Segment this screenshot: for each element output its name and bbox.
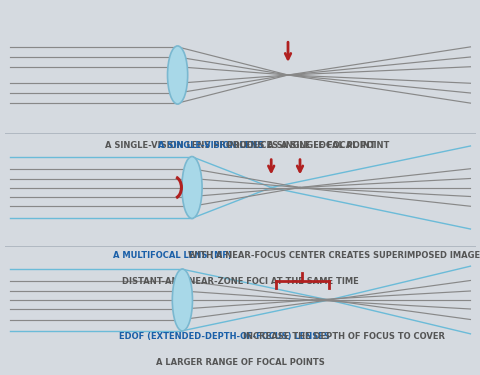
Text: A SINGLE-VISION LENS: A SINGLE-VISION LENS <box>158 141 267 150</box>
Text: WITH A NEAR-FOCUS CENTER CREATES SUPERIMPOSED IMAGES OF: WITH A NEAR-FOCUS CENTER CREATES SUPERIM… <box>188 251 480 260</box>
Text: PRODUCES A SINGLE FOCAL POINT: PRODUCES A SINGLE FOCAL POINT <box>227 141 389 150</box>
Ellipse shape <box>182 157 202 218</box>
Text: A MULTIFOCAL LENS (MF): A MULTIFOCAL LENS (MF) <box>113 251 234 260</box>
Text: INCREASE THE DEPTH OF FOCUS TO COVER: INCREASE THE DEPTH OF FOCUS TO COVER <box>243 332 445 341</box>
Ellipse shape <box>172 269 192 331</box>
Text: A SINGLE-VISION LENS PRODUCES A SINGLE FOCAL POINT: A SINGLE-VISION LENS PRODUCES A SINGLE F… <box>105 141 375 150</box>
Text: EDOF (EXTENDED-DEPTH-OF-FOCUS) LENSES: EDOF (EXTENDED-DEPTH-OF-FOCUS) LENSES <box>119 332 333 341</box>
Text: DISTANT-AND NEAR-ZONE FOCI AT THE SAME TIME: DISTANT-AND NEAR-ZONE FOCI AT THE SAME T… <box>121 278 359 286</box>
Text: A LARGER RANGE OF FOCAL POINTS: A LARGER RANGE OF FOCAL POINTS <box>156 358 324 367</box>
Ellipse shape <box>168 46 188 104</box>
